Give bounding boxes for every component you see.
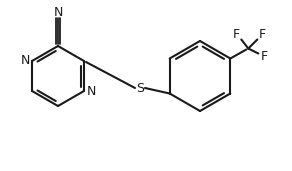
Text: N: N bbox=[53, 6, 63, 19]
Text: F: F bbox=[261, 50, 268, 63]
Text: F: F bbox=[259, 28, 266, 41]
Text: N: N bbox=[86, 84, 96, 97]
Text: F: F bbox=[233, 28, 240, 41]
Text: N: N bbox=[20, 55, 30, 68]
Text: S: S bbox=[136, 82, 144, 95]
